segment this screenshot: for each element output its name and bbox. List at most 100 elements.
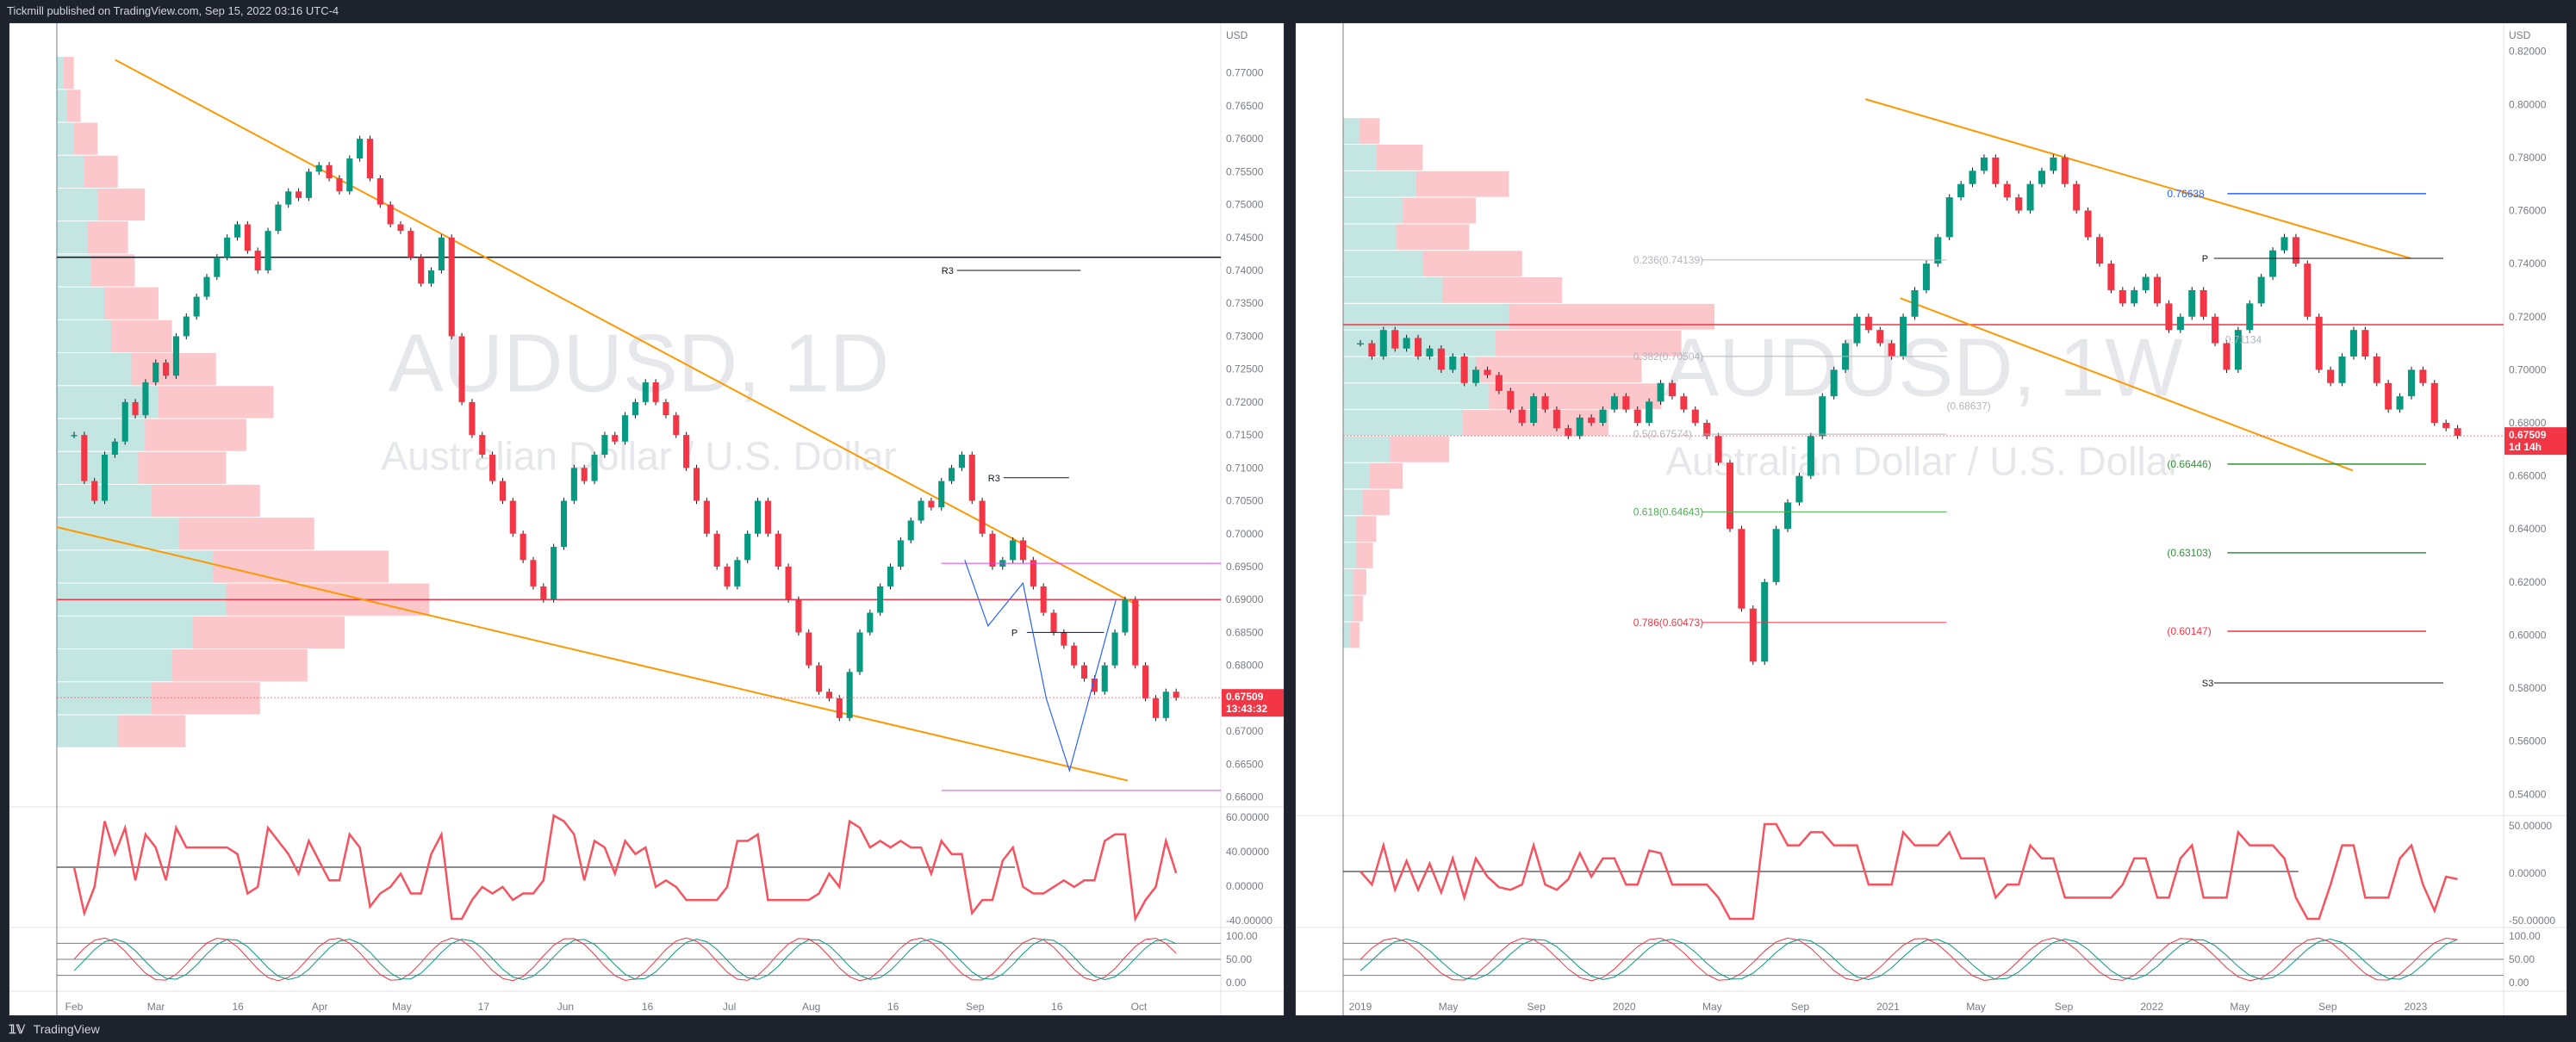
- volume-profile-buy: [57, 649, 172, 682]
- candle-body: [2165, 303, 2173, 331]
- candle-body: [2396, 396, 2404, 410]
- candle-body: [764, 500, 771, 534]
- x-tick-label: Jul: [723, 1001, 736, 1013]
- candle-body: [1101, 665, 1108, 692]
- candle-body: [1379, 330, 1387, 357]
- candle-body: [1830, 369, 1838, 397]
- y-tick-label: 0.72000: [1226, 396, 1264, 408]
- candle-body: [2003, 183, 2011, 198]
- candle-body: [2234, 330, 2242, 370]
- candle-body: [121, 401, 128, 442]
- candle-body: [652, 381, 659, 402]
- candle-body: [1945, 197, 1953, 238]
- trendline: [115, 59, 1140, 607]
- volume-profile-buy: [57, 715, 118, 747]
- volume-profile-buy: [1343, 277, 1443, 303]
- volume-profile-buy: [57, 221, 88, 254]
- volume-profile-buy: [57, 287, 105, 319]
- candle-body: [795, 599, 802, 633]
- candle-body: [1111, 632, 1118, 666]
- weekly-chart-svg[interactable]: AUDUSD, 1W Australian Dollar / U.S. Dolla…: [1296, 23, 2567, 1016]
- daily-chart-svg[interactable]: AUDUSD, 1D Australian Dollar / U.S. Dolla…: [9, 23, 1285, 1016]
- target-level-label: (0.66446): [2167, 458, 2211, 470]
- volume-profile-buy: [1343, 462, 1370, 489]
- candle-body: [1040, 586, 1047, 613]
- candle-body: [1726, 462, 1734, 530]
- candle-body: [2246, 303, 2254, 331]
- candle-body: [183, 316, 190, 337]
- volume-profile-buy: [57, 419, 146, 451]
- candle-body: [1495, 375, 1503, 392]
- description-watermark: Australian Dollar / U.S. Dollar: [381, 434, 896, 479]
- candle-body: [612, 435, 619, 442]
- candle-body: [1437, 348, 1445, 370]
- candle-body: [1173, 692, 1179, 698]
- candle-body: [1071, 645, 1078, 666]
- candle-body: [1391, 330, 1399, 349]
- candle-body: [1403, 338, 1410, 349]
- candle-body: [1876, 330, 1884, 344]
- candle-body: [887, 566, 894, 586]
- stoch-d-line: [73, 938, 1177, 981]
- chart-panel-daily[interactable]: AUDUSD, 1D Australian Dollar / U.S. Dolla…: [9, 22, 1285, 1016]
- volume-profile-buy: [57, 451, 139, 484]
- candle-body: [806, 632, 812, 666]
- candle-body: [856, 632, 863, 673]
- trendline: [1864, 98, 2411, 259]
- chart-panel-weekly[interactable]: AUDUSD, 1W Australian Dollar / U.S. Dolla…: [1295, 22, 2567, 1016]
- volume-profile-sell: [1416, 171, 1509, 197]
- candle-body: [601, 435, 608, 456]
- volume-profile-buy: [1343, 303, 1509, 330]
- volume-profile-sell: [117, 715, 186, 747]
- volume-profile-sell: [138, 451, 227, 484]
- pivot-label: P: [1011, 628, 1017, 638]
- candle-body: [101, 455, 109, 501]
- candle-body: [530, 560, 537, 586]
- candle-body: [1957, 183, 1965, 198]
- y-tick-label: 0.75500: [1226, 165, 1264, 177]
- volume-profile-sell: [1509, 303, 1715, 330]
- y-tick-label: 0.77000: [1226, 67, 1264, 79]
- y-tick-label: 0.70000: [1226, 528, 1264, 540]
- brand-text: TradingView: [33, 1022, 100, 1036]
- volume-profile-buy: [57, 122, 74, 155]
- candle-body: [825, 692, 833, 698]
- volume-profile-buy: [1343, 543, 1357, 568]
- volume-profile-sell: [1403, 197, 1476, 224]
- candle-body: [1518, 409, 1526, 423]
- volume-profile-buy: [1343, 568, 1353, 595]
- volume-profile-sell: [212, 550, 389, 583]
- candle-body: [296, 191, 302, 198]
- candle-body: [2338, 356, 2346, 383]
- candle-body: [2292, 237, 2299, 264]
- candle-body: [2131, 289, 2138, 304]
- candle-body: [703, 500, 710, 534]
- candle-body: [2015, 197, 2023, 211]
- candle-body: [1472, 369, 1480, 383]
- y-tick-label: 0.76500: [1226, 100, 1264, 112]
- x-tick-label: Jun: [557, 1001, 574, 1013]
- y-tick-label: 0.68000: [2509, 417, 2547, 429]
- candle-body: [1030, 560, 1036, 586]
- candle-body: [1162, 692, 1169, 718]
- candle-body: [193, 296, 200, 317]
- candle-body: [1646, 401, 1653, 423]
- oscillator-tick-label: 50.00000: [2509, 820, 2552, 832]
- volume-profile-sell: [178, 518, 314, 550]
- volume-profile-sell: [145, 419, 247, 451]
- volume-profile-sell: [152, 484, 260, 518]
- candle-body: [1576, 417, 1584, 437]
- candle-body: [2280, 237, 2288, 251]
- candle-body: [1552, 409, 1560, 429]
- stoch-tick-label: 50.00: [2509, 953, 2535, 965]
- volume-profile-sell: [1422, 251, 1522, 277]
- candle-body: [1772, 529, 1780, 582]
- stoch-k-line: [73, 937, 1177, 982]
- volume-profile-buy: [1343, 489, 1364, 516]
- x-tick-label: Sep: [1791, 1001, 1810, 1013]
- y-tick-label: 0.76000: [2509, 205, 2547, 217]
- tradingview-logo-icon: 𝟙𝕍: [9, 1022, 26, 1036]
- x-tick-label: 16: [887, 1001, 899, 1013]
- candle-body: [540, 586, 547, 600]
- volume-profile-buy: [1343, 251, 1423, 277]
